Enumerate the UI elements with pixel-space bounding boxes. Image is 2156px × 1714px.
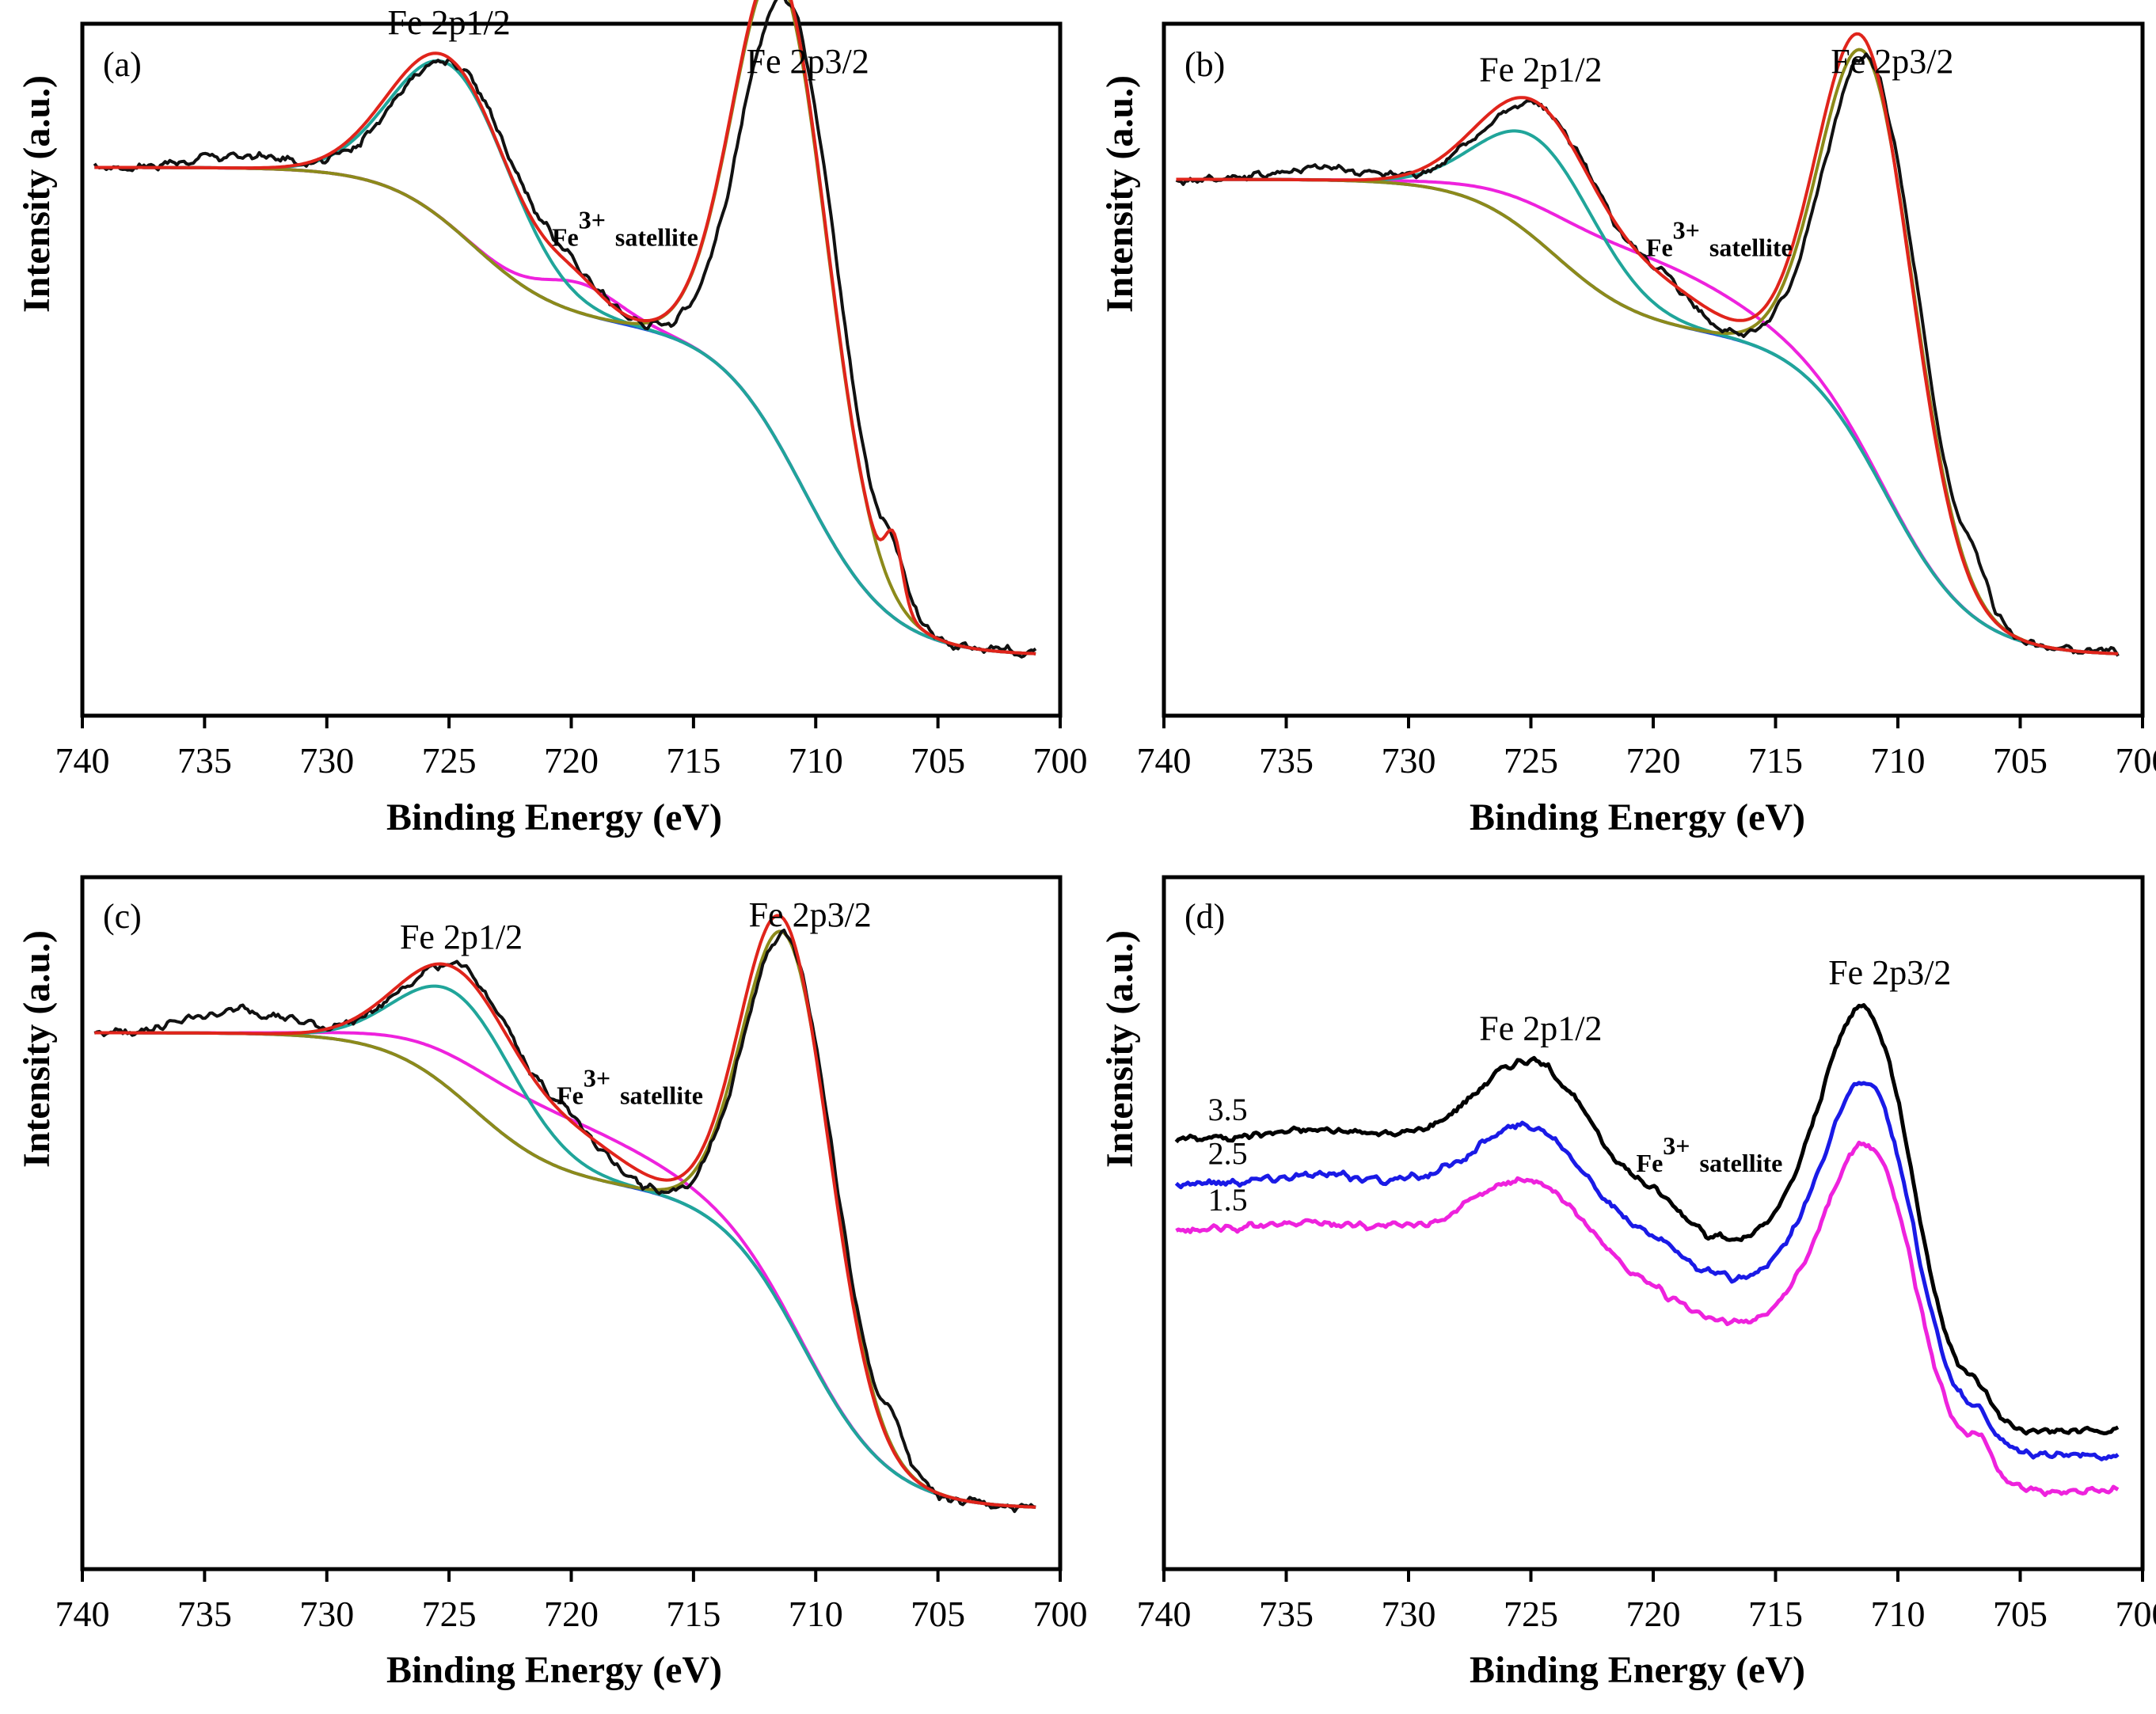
series-3-5 [1174,1003,2120,1436]
curves [93,914,1036,1514]
satellite-sup: 3+ [1663,1131,1690,1160]
x-tick-label: 735 [1259,1594,1314,1634]
x-tick-label: 740 [55,1594,110,1634]
x-tick-label: 735 [1259,740,1314,781]
satellite-text: satellite [615,223,698,252]
curves [93,0,1037,659]
panel-label: (a) [103,45,142,84]
x-tick-label: 725 [422,740,477,781]
x-tick-label: 725 [1504,740,1558,781]
x-tick-label: 730 [1382,740,1436,781]
satellite-text: satellite [620,1081,703,1109]
panel-label: (d) [1184,897,1225,936]
series-raw [93,0,1037,659]
satellite-fe: Fe [1637,1149,1664,1177]
x-tick-label: 700 [2116,1594,2156,1634]
sample-label-1-5: 1.5 [1208,1182,1248,1218]
satellite-label: Fe3+ satellite [557,1063,703,1109]
series-envelope [94,0,1036,656]
x-tick-label: 720 [1626,1594,1681,1634]
series-envelope [1176,32,2119,656]
x-tick-label: 715 [666,1594,721,1634]
x-axis-ticks: 740 735 730 725 720 715 710 705 700 [1137,1569,2156,1634]
satellite-label: Fe3+ satellite [1637,1131,1783,1177]
x-tick-label: 720 [544,740,599,781]
y-axis-title: Intensity (a.u.) [16,930,58,1168]
panel-label: (b) [1184,45,1225,84]
y-axis-title: Intensity (a.u.) [1099,75,1141,313]
x-tick-label: 705 [911,1594,965,1634]
curves [1175,32,2120,657]
satellite-text: satellite [1709,233,1793,261]
panel-c: 740 735 730 725 720 715 710 705 700 (c) Fe 2p1/2… [16,875,1088,1691]
panel-b: 740 735 730 725 720 715 710 705 700 (b) Fe 2p1/2… [1099,21,2156,838]
x-tick-label: 710 [1871,740,1926,781]
series-raw [1175,52,2120,657]
x-tick-label: 715 [1748,740,1803,781]
satellite-sup: 3+ [579,206,606,234]
x-tick-label: 715 [666,740,721,781]
satellite-sup: 3+ [1673,215,1700,244]
x-tick-label: 735 [177,1594,232,1634]
x-tick-label: 710 [789,740,843,781]
x-tick-label: 735 [177,740,232,781]
peak-label-fe-2p1-2: Fe 2p1/2 [1479,51,1602,89]
series-envelope [94,914,1036,1509]
x-tick-label: 730 [299,740,354,781]
x-axis-ticks: 740 735 730 725 720 715 710 705 700 [55,1569,1088,1634]
series-raw [93,929,1036,1514]
x-tick-label: 730 [1382,1594,1436,1634]
x-tick-label: 710 [789,1594,843,1634]
x-tick-label: 725 [1504,1594,1558,1634]
peak-label-fe-2p1-2: Fe 2p1/2 [388,3,511,42]
x-axis-title: Binding Energy (eV) [1470,1649,1805,1691]
x-tick-label: 740 [55,740,110,781]
y-axis-title: Intensity (a.u.) [16,75,58,313]
x-tick-label: 705 [1993,1594,2048,1634]
peak-label-fe-2p1-2: Fe 2p1/2 [1479,1009,1602,1047]
x-tick-label: 715 [1748,1594,1803,1634]
satellite-fe: Fe [552,223,579,252]
series-2-5 [1174,1081,2120,1461]
peak-label-fe-2p3-2: Fe 2p3/2 [1831,42,1953,81]
x-tick-label: 740 [1137,1594,1192,1634]
x-tick-label: 740 [1137,740,1192,781]
x-tick-label: 705 [1993,740,2048,781]
satellite-sup: 3+ [584,1063,610,1092]
peak-label-fe-2p3-2: Fe 2p3/2 [1828,953,1951,992]
x-tick-label: 730 [299,1594,354,1634]
satellite-label: Fe3+ satellite [1646,215,1793,261]
x-axis-ticks: 740 735 730 725 720 715 710 705 700 [55,716,1088,781]
sample-label-2-5: 2.5 [1208,1135,1248,1171]
x-tick-label: 700 [1033,740,1088,781]
y-axis-title: Intensity (a.u.) [1099,930,1141,1168]
x-tick-label: 700 [2116,740,2156,781]
sample-label-3-5: 3.5 [1208,1092,1248,1127]
x-axis-ticks: 740 735 730 725 720 715 710 705 700 [1137,716,2156,781]
panel-label: (c) [103,897,142,936]
satellite-label: Fe3+ satellite [552,206,698,252]
x-tick-label: 700 [1033,1594,1088,1634]
x-tick-label: 720 [1626,740,1681,781]
x-tick-label: 705 [911,740,965,781]
x-axis-title: Binding Energy (eV) [386,1649,722,1691]
series-1-5 [1175,1140,2120,1497]
x-axis-title: Binding Energy (eV) [1470,796,1805,838]
curves [1174,1003,2120,1497]
x-tick-label: 720 [544,1594,599,1634]
x-tick-label: 710 [1871,1594,1926,1634]
x-tick-label: 725 [422,1594,477,1634]
peak-label-fe-2p3-2: Fe 2p3/2 [746,42,869,81]
satellite-fe: Fe [1646,233,1673,261]
peak-label-fe-2p1-2: Fe 2p1/2 [400,918,523,956]
panel-d: 740 735 730 725 720 715 710 705 700 (d) Fe 2p1/2… [1099,875,2156,1691]
panel-a: 740 735 730 725 720 715 710 705 700 (a) Fe 2p1/2… [16,0,1088,838]
satellite-fe: Fe [557,1081,584,1109]
peak-label-fe-2p3-2: Fe 2p3/2 [749,895,872,934]
x-axis-title: Binding Energy (eV) [386,796,722,838]
satellite-text: satellite [1700,1149,1783,1177]
